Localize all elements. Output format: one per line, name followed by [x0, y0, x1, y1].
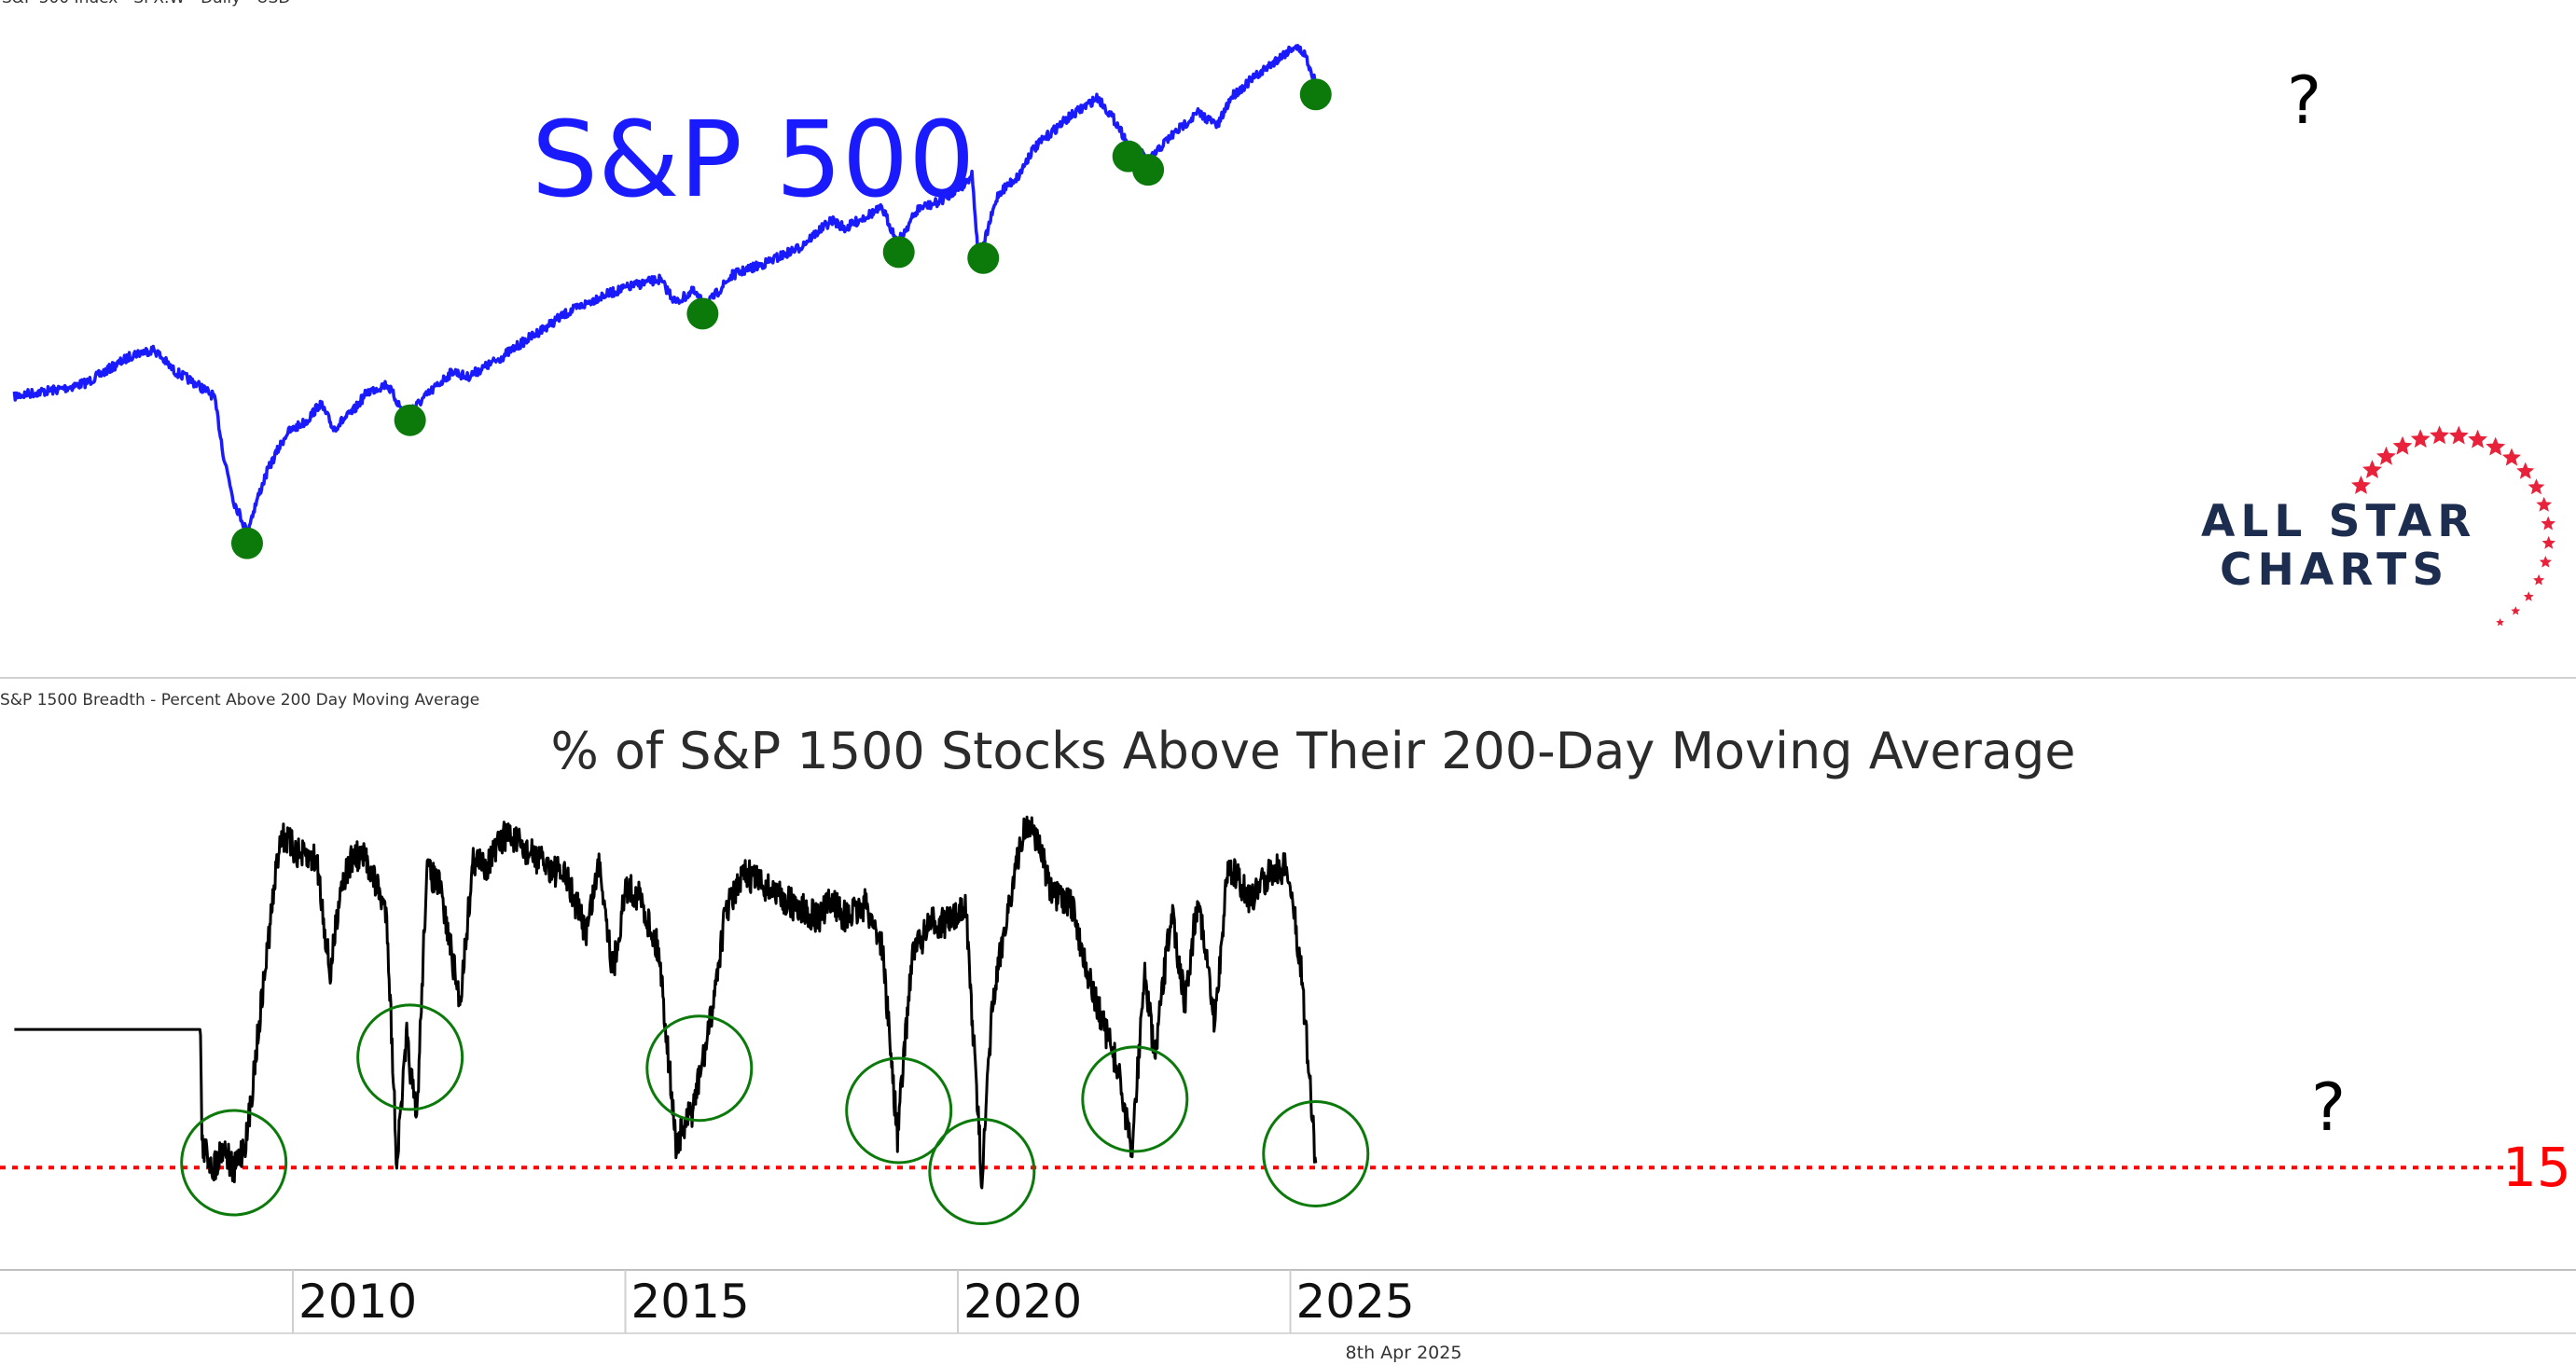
logo-star-icon: [2430, 425, 2449, 445]
logo-star-icon: [2376, 446, 2396, 465]
x-tick-2020: 2020: [963, 1275, 1082, 1329]
breadth-low-circle-6: [1081, 1045, 1189, 1153]
sp500-panel-label: S&P 500 Index - SPX.W - Daily - USD: [2, 0, 290, 7]
logo-star-icon: [2351, 476, 2371, 494]
sp500-low-marker-7: [1132, 154, 1165, 186]
sp500-low-marker-1: [230, 527, 263, 559]
breadth-question-mark: ?: [2311, 1069, 2346, 1146]
sp500-low-marker-2: [394, 404, 426, 436]
breadth-low-circle-2: [356, 1003, 464, 1111]
sp500-title: S&P 500: [532, 100, 975, 221]
x-axis-ticks: 2010 2015 2020 2025: [292, 1270, 1415, 1333]
logo-star-icon: [2410, 429, 2431, 448]
logo-line1: ALL STAR: [2201, 496, 2476, 547]
logo-star-icon: [2539, 556, 2552, 568]
breadth-low-circle-5: [928, 1118, 1036, 1226]
logo-star-icon: [2468, 429, 2487, 448]
logo-star-icon: [2496, 618, 2504, 627]
logo-star-icon: [2541, 516, 2555, 531]
x-tick-2015: 2015: [631, 1275, 750, 1329]
breadth-line: [13, 815, 1318, 1190]
sp500-low-marker-4: [882, 236, 915, 269]
logo-star-icon: [2536, 496, 2553, 512]
sp500-question-mark: ?: [2287, 62, 2321, 139]
logo-star-icon: [2511, 606, 2521, 615]
breadth-low-circles: [180, 1003, 1370, 1226]
logo-star-icon: [2533, 573, 2545, 586]
breadth-panel-label: S&P 1500 Breadth - Percent Above 200 Day…: [0, 691, 479, 710]
breadth-low-circle-3: [645, 1014, 754, 1123]
breadth-low-circle-7: [1262, 1099, 1370, 1207]
breadth-low-circle-1: [180, 1109, 288, 1217]
logo-star-icon: [2541, 535, 2555, 549]
breadth-low-circle-4: [845, 1056, 953, 1165]
threshold-label: 15.: [2502, 1136, 2576, 1199]
logo-star-icon: [2486, 436, 2506, 456]
logo-star-icon: [2362, 460, 2382, 478]
logo-star-icon: [2516, 462, 2535, 479]
logo-stars-icon: [2351, 425, 2555, 627]
logo-star-icon: [2392, 435, 2413, 455]
logo-star-icon: [2528, 478, 2545, 495]
breadth-title: % of S&P 1500 Stocks Above Their 200-Day…: [551, 722, 2076, 780]
sp500-panel: S&P 500 Index - SPX.W - Daily - USD S&P …: [2, 0, 2321, 559]
x-tick-2010: 2010: [298, 1275, 417, 1329]
logo-star-icon: [2448, 425, 2469, 445]
sp500-low-marker-3: [686, 297, 719, 330]
footer-date: 8th Apr 2025: [1346, 1343, 1462, 1363]
sp500-low-markers: [230, 78, 1332, 559]
all-star-charts-logo: ALL STAR CHARTS: [2201, 425, 2555, 627]
sp500-low-marker-5: [967, 241, 1000, 274]
breadth-panel: S&P 1500 Breadth - Percent Above 200 Day…: [0, 691, 2576, 1226]
logo-star-icon: [2501, 448, 2521, 466]
sp500-price-line: [12, 44, 1317, 535]
logo-line2: CHARTS: [2220, 545, 2449, 596]
sp500-low-marker-8: [1299, 78, 1332, 111]
x-tick-2025: 2025: [1296, 1275, 1415, 1329]
logo-star-icon: [2523, 591, 2534, 601]
